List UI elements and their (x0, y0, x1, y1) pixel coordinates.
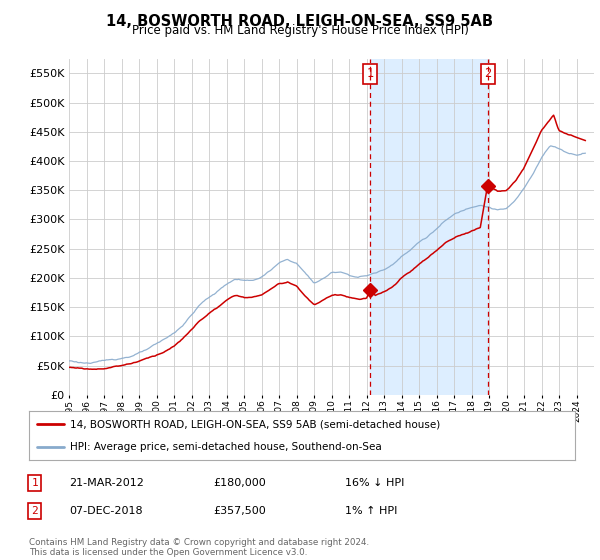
Bar (370, 59, 488, 395)
Text: 07-DEC-2018: 07-DEC-2018 (69, 506, 143, 516)
Text: Contains HM Land Registry data © Crown copyright and database right 2024.
This d: Contains HM Land Registry data © Crown c… (29, 538, 369, 557)
Text: £180,000: £180,000 (213, 478, 266, 488)
Text: 2: 2 (31, 506, 38, 516)
Text: HPI: Average price, semi-detached house, Southend-on-Sea: HPI: Average price, semi-detached house,… (70, 442, 382, 452)
Text: 1: 1 (367, 67, 374, 80)
Text: 2: 2 (484, 67, 491, 80)
Text: 14, BOSWORTH ROAD, LEIGH-ON-SEA, SS9 5AB: 14, BOSWORTH ROAD, LEIGH-ON-SEA, SS9 5AB (107, 14, 493, 29)
Text: 14, BOSWORTH ROAD, LEIGH-ON-SEA, SS9 5AB (semi-detached house): 14, BOSWORTH ROAD, LEIGH-ON-SEA, SS9 5AB… (70, 419, 440, 430)
Text: 21-MAR-2012: 21-MAR-2012 (69, 478, 144, 488)
Text: Price paid vs. HM Land Registry's House Price Index (HPI): Price paid vs. HM Land Registry's House … (131, 24, 469, 37)
Text: 1% ↑ HPI: 1% ↑ HPI (345, 506, 397, 516)
Text: £357,500: £357,500 (213, 506, 266, 516)
Text: 1: 1 (31, 478, 38, 488)
Text: 16% ↓ HPI: 16% ↓ HPI (345, 478, 404, 488)
